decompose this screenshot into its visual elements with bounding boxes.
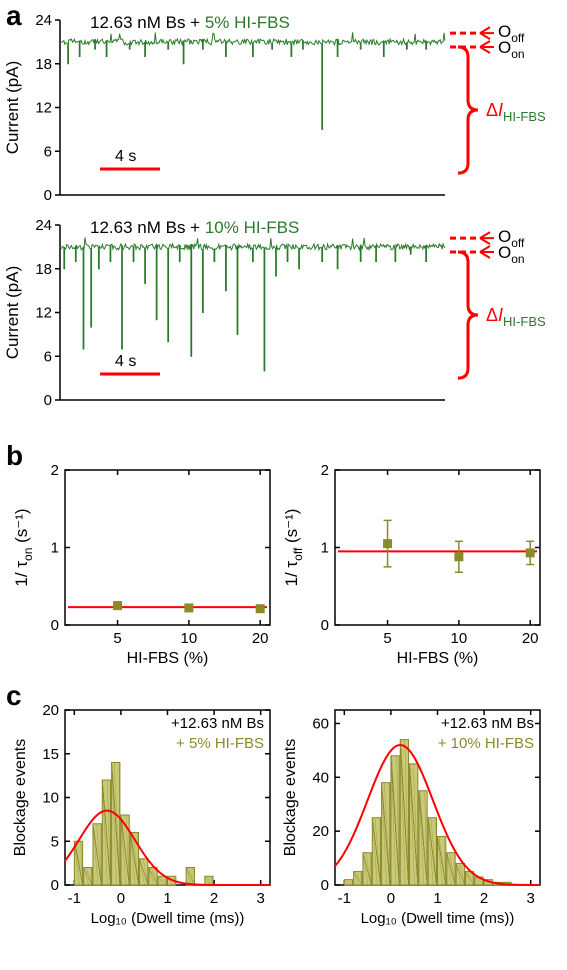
svg-text:24: 24 bbox=[35, 217, 52, 234]
svg-text:3: 3 bbox=[257, 890, 265, 907]
svg-text:+12.63 nM Bs: +12.63 nM Bs bbox=[441, 715, 534, 732]
svg-text:+ 5% HI-FBS: + 5% HI-FBS bbox=[176, 735, 264, 752]
svg-text:12: 12 bbox=[35, 305, 52, 322]
svg-text:1/ τon (s⁻¹): 1/ τon (s⁻¹) bbox=[12, 508, 35, 586]
svg-text:20: 20 bbox=[252, 630, 269, 647]
svg-text:5: 5 bbox=[383, 630, 391, 647]
svg-text:HI-FBS (%): HI-FBS (%) bbox=[397, 650, 479, 667]
svg-text:Blockage events: Blockage events bbox=[282, 739, 299, 856]
svg-text:ΔIHI-FBS: ΔIHI-FBS bbox=[486, 100, 546, 124]
svg-text:2: 2 bbox=[210, 890, 218, 907]
svg-text:1: 1 bbox=[433, 890, 441, 907]
svg-text:6: 6 bbox=[44, 348, 52, 365]
panel-c-chart: 05101520-10123Blockage eventsLog₁₀ (Dwel… bbox=[0, 690, 567, 970]
svg-text:18: 18 bbox=[35, 56, 52, 73]
svg-text:Log₁₀ (Dwell time (ms)): Log₁₀ (Dwell time (ms)) bbox=[91, 910, 245, 927]
svg-text:12.63 nM Bs + 10% HI-FBS: 12.63 nM Bs + 10% HI-FBS bbox=[90, 218, 299, 237]
svg-text:3: 3 bbox=[527, 890, 535, 907]
svg-text:20: 20 bbox=[312, 823, 329, 840]
svg-text:15: 15 bbox=[42, 746, 59, 763]
svg-text:4 s: 4 s bbox=[115, 148, 136, 165]
svg-text:-1: -1 bbox=[338, 890, 351, 907]
svg-text:1/ τoff (s⁻¹): 1/ τoff (s⁻¹) bbox=[282, 509, 305, 587]
svg-text:2: 2 bbox=[480, 890, 488, 907]
svg-text:5: 5 bbox=[113, 630, 121, 647]
svg-text:HI-FBS (%): HI-FBS (%) bbox=[127, 650, 209, 667]
svg-text:12: 12 bbox=[35, 100, 52, 117]
svg-text:Current (pA): Current (pA) bbox=[3, 61, 22, 155]
svg-text:10: 10 bbox=[451, 630, 468, 647]
svg-text:0: 0 bbox=[51, 617, 59, 634]
svg-text:+ 10% HI-FBS: + 10% HI-FBS bbox=[438, 735, 534, 752]
svg-text:+12.63 nM Bs: +12.63 nM Bs bbox=[171, 715, 264, 732]
svg-text:-1: -1 bbox=[68, 890, 81, 907]
panel-b-chart: 0 1 2 5 10 20 1/ τon (s⁻¹) HI-FBS (%) 0 1 2 5 10 20 1/… bbox=[0, 450, 567, 690]
svg-text:1: 1 bbox=[163, 890, 171, 907]
svg-text:0: 0 bbox=[51, 877, 59, 894]
svg-text:20: 20 bbox=[42, 702, 59, 719]
svg-text:0: 0 bbox=[44, 187, 52, 204]
svg-text:Current (pA): Current (pA) bbox=[3, 266, 22, 360]
svg-text:2: 2 bbox=[51, 462, 59, 479]
svg-text:0: 0 bbox=[117, 890, 125, 907]
svg-text:12.63 nM Bs + 5% HI-FBS: 12.63 nM Bs + 5% HI-FBS bbox=[90, 13, 290, 32]
svg-text:0: 0 bbox=[321, 617, 329, 634]
svg-text:10: 10 bbox=[181, 630, 198, 647]
svg-text:20: 20 bbox=[522, 630, 539, 647]
svg-text:4 s: 4 s bbox=[115, 353, 136, 370]
svg-text:1: 1 bbox=[321, 540, 329, 557]
svg-text:6: 6 bbox=[44, 143, 52, 160]
svg-text:5: 5 bbox=[51, 833, 59, 850]
svg-text:1: 1 bbox=[51, 540, 59, 557]
svg-text:40: 40 bbox=[312, 769, 329, 786]
svg-text:10: 10 bbox=[42, 790, 59, 807]
svg-text:0: 0 bbox=[44, 392, 52, 409]
svg-text:0: 0 bbox=[387, 890, 395, 907]
svg-text:2: 2 bbox=[321, 462, 329, 479]
svg-text:Blockage events: Blockage events bbox=[12, 739, 29, 856]
svg-text:18: 18 bbox=[35, 261, 52, 278]
panel-a-chart: 0 6 12 18 24 Current (pA) 12.63 nM Bs + 5% HI-… bbox=[0, 0, 567, 440]
svg-text:60: 60 bbox=[312, 715, 329, 732]
svg-text:0: 0 bbox=[321, 877, 329, 894]
svg-text:Log₁₀ (Dwell time (ms)): Log₁₀ (Dwell time (ms)) bbox=[361, 910, 515, 927]
svg-text:24: 24 bbox=[35, 12, 52, 29]
svg-text:ΔIHI-FBS: ΔIHI-FBS bbox=[486, 305, 546, 329]
